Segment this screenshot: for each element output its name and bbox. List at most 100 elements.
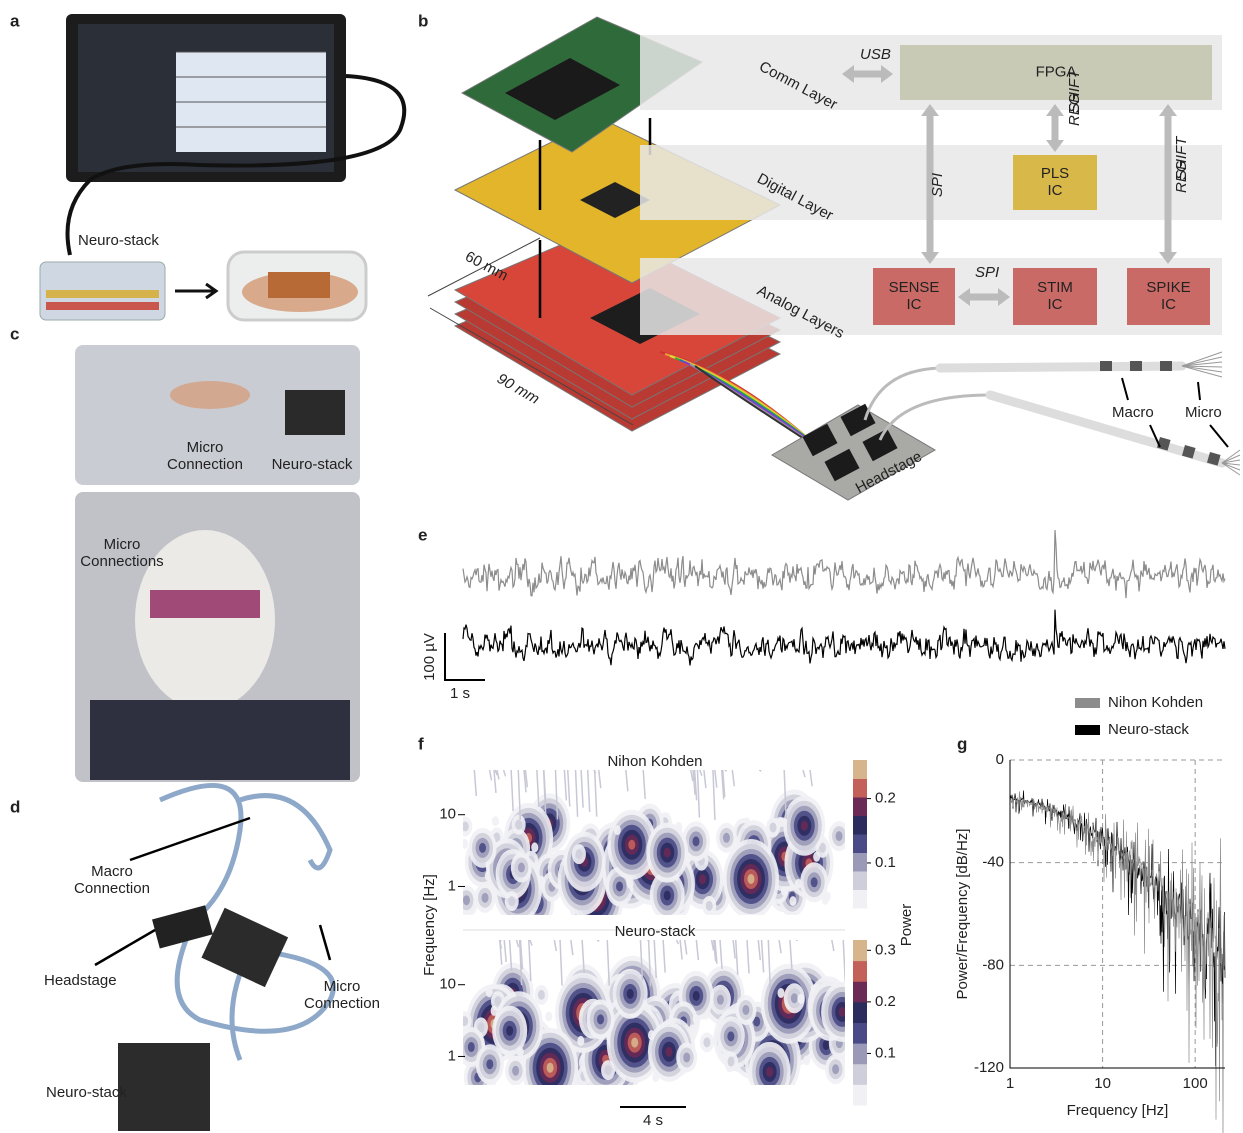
colorbar-cell: [853, 1043, 867, 1064]
ic-name: PLS: [1041, 165, 1069, 182]
adapter-photo: [201, 908, 288, 987]
spec-blob: [791, 993, 798, 1003]
ic-name: IC: [907, 296, 922, 313]
spec-blob: [836, 831, 843, 841]
colorbar-cell: [853, 853, 867, 872]
photo-label: Connection: [304, 995, 380, 1012]
colorbar-cell: [853, 940, 867, 961]
trace-neuro-stack: [463, 610, 1225, 666]
y-tick-label: 0: [996, 751, 1004, 768]
colorbar-tick-label: 0.3: [875, 941, 896, 958]
spec-blob: [789, 896, 796, 906]
y-tick-label: 1: [448, 1047, 456, 1064]
panel-label: b: [418, 11, 428, 30]
spec-blob: [506, 1026, 513, 1036]
legend-label: Neuro-stack: [1108, 721, 1189, 738]
spec-blob: [728, 1057, 735, 1067]
macro-contact: [1100, 361, 1112, 371]
ic-name: SENSE: [889, 279, 940, 296]
spec-blob: [664, 848, 671, 858]
colorbar-cell: [853, 816, 867, 835]
colorbar-cell: [853, 797, 867, 816]
photo-label: Micro: [324, 978, 361, 995]
axis-label: Frequency [Hz]: [421, 874, 438, 976]
spec-blob: [665, 1047, 672, 1057]
spec-blob: [538, 876, 545, 886]
colorbar-cell: [853, 871, 867, 890]
headstage-photo: [152, 905, 213, 948]
bus-label: REG: [1173, 160, 1190, 193]
spec-blob: [486, 1059, 493, 1069]
photo-label: Micro: [187, 439, 224, 456]
neuro-stack-layer: [46, 302, 159, 310]
spec-blob: [689, 1024, 696, 1034]
scale-label: 4 s: [643, 1112, 663, 1129]
colorbar-cell: [853, 1002, 867, 1023]
bus-label: USB: [860, 46, 891, 63]
legend-swatch: [1075, 698, 1100, 708]
spec-blob: [692, 836, 699, 846]
device-label: Neuro-stack: [78, 232, 159, 249]
ic-name: IC: [1161, 296, 1176, 313]
spec-streak: [725, 770, 727, 771]
spec-blob: [492, 816, 499, 826]
hand: [170, 381, 250, 409]
spec-blob: [683, 1052, 690, 1062]
panel-label: f: [418, 734, 424, 753]
spec-blob: [479, 843, 486, 853]
electrode: [940, 366, 1182, 368]
spec-blob: [626, 879, 633, 889]
spec-blob: [547, 1063, 554, 1073]
spec-blob: [803, 1055, 810, 1065]
spec-blob: [717, 995, 724, 1005]
panel-label: c: [10, 324, 19, 343]
spec-blob: [822, 895, 829, 905]
photo-label: Neuro-stack: [272, 456, 353, 473]
panel-label: g: [957, 734, 967, 753]
spec-blob: [575, 849, 582, 859]
colorbar-cell: [853, 890, 867, 909]
macro-contact: [1160, 361, 1172, 371]
spec-blob: [508, 896, 515, 906]
neuro-stack-layer: [46, 290, 159, 298]
photo-label: Connection: [167, 456, 243, 473]
spec-blob: [468, 1042, 475, 1052]
y-tick-label: 10: [439, 976, 456, 993]
spec-blob: [518, 863, 525, 873]
scale-bar: [445, 633, 485, 680]
spec-blob: [781, 886, 788, 896]
macro-contact: [1130, 361, 1142, 371]
ic-name: IC: [1048, 296, 1063, 313]
headband: [150, 590, 260, 618]
photo-label: Headstage: [44, 972, 117, 989]
spec-blob: [723, 833, 730, 843]
y-tick-label: 1: [448, 877, 456, 894]
bus-label: REG: [1066, 93, 1083, 126]
spec-streak: [759, 770, 761, 771]
subplot-title: Nihon Kohden: [607, 753, 702, 770]
y-tick-label: 10: [439, 806, 456, 823]
spec-blob: [461, 1016, 468, 1026]
spec-blob: [597, 1014, 604, 1024]
axis-label: Power/Frequency [dB/Hz]: [954, 829, 971, 1000]
spec-blob: [648, 1030, 655, 1040]
colorbar-tick-label: 0.1: [875, 1044, 896, 1061]
photo-label: Micro: [104, 536, 141, 553]
photo-label: Macro: [91, 863, 133, 880]
arrow: [175, 284, 216, 298]
electrode-label: Macro: [1112, 404, 1154, 421]
figure: abcdefgNeuro-stack60 mm90 mmHeadstageMac…: [0, 0, 1243, 1133]
spec-blob: [627, 989, 634, 999]
spec-blob: [605, 1065, 612, 1075]
y-tick-label: -120: [974, 1059, 1004, 1076]
colorbar-cell: [853, 779, 867, 798]
spec-blob: [777, 988, 784, 998]
photo-neuro-stack: [285, 390, 345, 435]
axis-label: Frequency [Hz]: [1067, 1102, 1169, 1119]
spec-blob: [664, 890, 671, 900]
colorbar-cell: [853, 1064, 867, 1085]
spec-blob: [823, 1040, 830, 1050]
spec-blob: [797, 994, 804, 1004]
colorbar-tick-label: 0.2: [875, 993, 896, 1010]
spec-blob: [832, 1064, 839, 1074]
